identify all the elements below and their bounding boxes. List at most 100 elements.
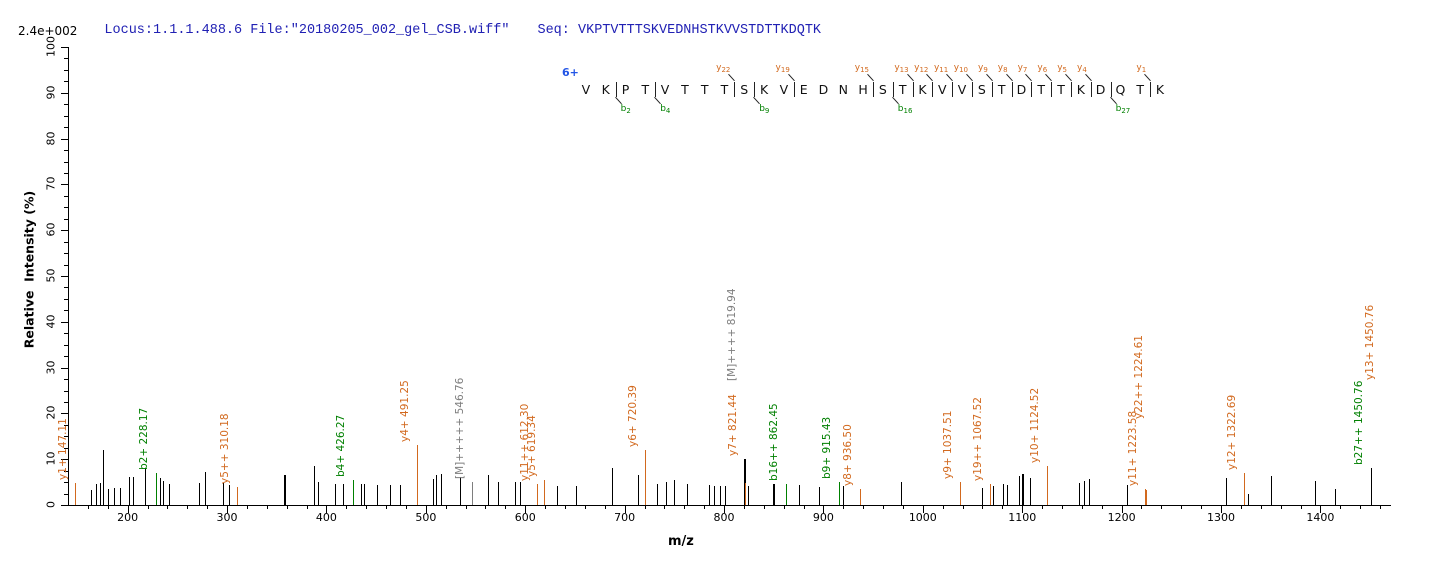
x-tick: [485, 506, 487, 509]
y-tick-label: 50: [44, 268, 58, 283]
x-tick: [763, 506, 765, 509]
x-tick: [823, 506, 825, 513]
residue: T: [681, 82, 689, 97]
x-axis-title: m/z: [668, 534, 694, 549]
peak: [714, 485, 716, 505]
fragment-marker-bar: [1031, 82, 1033, 97]
y-tick-label: 80: [44, 131, 58, 146]
peak: [459, 476, 461, 505]
x-tick: [425, 506, 427, 513]
x-tick: [684, 506, 686, 509]
peak: [772, 484, 775, 505]
y-tick-label: 0: [44, 501, 58, 508]
y-tick: [61, 413, 68, 415]
y-tick: [61, 321, 68, 323]
y-tick: [64, 344, 68, 346]
residue: T: [1037, 82, 1046, 97]
peak: [1146, 490, 1148, 505]
peak: [786, 484, 788, 505]
peak: [557, 485, 559, 505]
y-tick-label: 60: [44, 222, 58, 237]
x-tick: [1300, 506, 1302, 509]
fragment-marker-diagonal: [985, 73, 993, 82]
header: Locus:1.1.1.488.6 File:"20180205_002_gel…: [72, 8, 821, 53]
y-tick: [64, 379, 68, 381]
peak: [520, 482, 522, 505]
fragment-marker-diagonal: [926, 73, 934, 82]
residue: N: [838, 82, 848, 97]
peak: [544, 479, 546, 505]
peak: [472, 482, 474, 505]
residue: S: [878, 82, 887, 97]
y-tick-label: 30: [44, 360, 58, 375]
peak-label: [M]+++++ 546.76: [454, 377, 467, 480]
residue: K: [918, 82, 927, 97]
y-tick: [64, 401, 68, 403]
x-tick: [704, 506, 706, 509]
peak-label: y6+ 720.39: [626, 385, 639, 448]
peak: [725, 485, 727, 505]
x-tick: [167, 506, 169, 509]
x-tick: [624, 506, 626, 513]
fragment-marker-diagonal: [728, 73, 736, 82]
peak: [1088, 479, 1090, 505]
fragment-marker-diagonal: [867, 73, 874, 82]
peak: [113, 487, 115, 505]
y-tick: [61, 138, 68, 140]
fragment-marker-bar: [655, 82, 657, 97]
peak: [1243, 472, 1245, 505]
peak-label: b27++ 1450.76: [1352, 380, 1365, 466]
fragment-marker-bar: [892, 82, 894, 97]
x-tick-label: 1000: [908, 511, 937, 524]
y-tick: [64, 127, 68, 129]
peak: [163, 481, 165, 505]
peak-label: y10+ 1124.52: [1028, 387, 1041, 464]
peak: [132, 476, 134, 505]
peak: [819, 486, 821, 505]
x-tick: [107, 506, 109, 509]
peak: [75, 483, 77, 505]
x-tick-label: 500: [415, 511, 437, 524]
x-tick: [604, 506, 606, 509]
x-tick: [525, 506, 527, 513]
b-ion-label: b4: [660, 104, 671, 115]
y-ion-label: y19: [775, 63, 790, 74]
peak-label: [M]++++ 819.94: [725, 288, 738, 382]
x-tick: [1022, 506, 1024, 513]
y-tick: [61, 184, 68, 186]
peak: [313, 465, 315, 505]
peak: [417, 445, 419, 505]
peak: [644, 450, 646, 505]
peak: [1247, 494, 1249, 505]
x-tick: [445, 506, 447, 509]
y-tick: [64, 493, 68, 495]
x-tick: [863, 506, 865, 509]
peak: [1335, 489, 1337, 505]
residue: T: [898, 82, 907, 97]
x-tick: [922, 506, 924, 513]
x-tick: [366, 506, 368, 509]
y-tick: [64, 115, 68, 117]
x-tick-label: 1400: [1306, 511, 1335, 524]
x-tick: [545, 506, 547, 509]
peak: [843, 485, 845, 505]
x-tick: [1340, 506, 1342, 509]
x-tick: [326, 506, 328, 513]
peak: [90, 490, 92, 505]
x-tick: [1061, 506, 1063, 509]
peak: [99, 483, 101, 505]
fragment-marker-diagonal: [1065, 73, 1072, 82]
residue: V: [660, 82, 670, 97]
peak: [989, 484, 991, 505]
x-tick-label: 1100: [1008, 511, 1037, 524]
peak: [488, 474, 490, 505]
header-sequence: Seq: VKPTVTTTSKVEDNHSTKVVSTDTTKDQTK: [537, 23, 822, 38]
y-tick: [64, 356, 68, 358]
fragment-marker-bar: [734, 82, 736, 97]
peak: [169, 483, 171, 505]
fragment-marker-bar: [1051, 82, 1053, 97]
fragment-marker-bar: [1011, 82, 1013, 97]
x-tick: [1121, 506, 1123, 513]
peak: [982, 487, 984, 505]
